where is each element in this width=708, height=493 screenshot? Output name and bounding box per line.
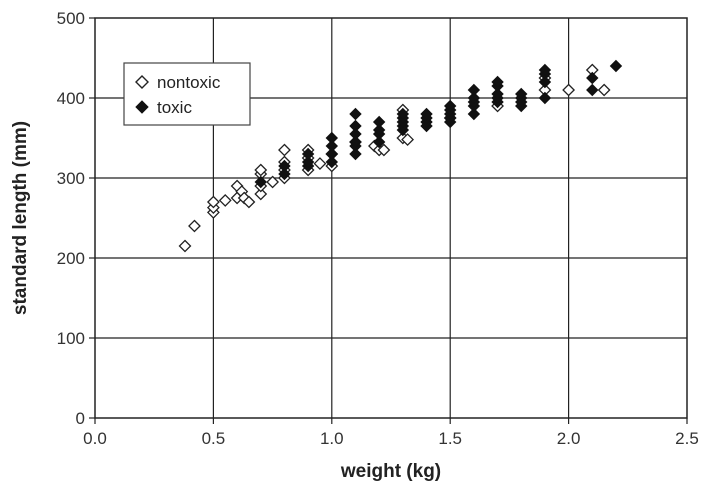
nontoxic-point <box>178 239 192 253</box>
toxic-point <box>372 135 386 149</box>
toxic-point <box>349 127 362 141</box>
toxic-point <box>325 155 339 169</box>
nontoxic-point <box>206 195 220 209</box>
toxic-point <box>349 135 362 149</box>
toxic-point <box>396 107 410 121</box>
legend-toxic-marker <box>135 100 149 114</box>
toxic-point <box>349 107 362 121</box>
toxic-point <box>586 83 599 97</box>
nontoxic-point <box>377 143 391 157</box>
legend-nontoxic-marker <box>135 75 149 89</box>
legend-box <box>123 62 251 126</box>
y-axis-title: standard length (mm) <box>10 121 31 315</box>
y-tick-label: 300 <box>57 169 85 188</box>
toxic-point <box>325 139 339 153</box>
toxic-point <box>349 147 362 161</box>
x-tick-label: 0.5 <box>202 429 226 448</box>
y-tick-label: 200 <box>57 249 85 268</box>
toxic-point <box>586 71 599 85</box>
data-points <box>178 59 623 253</box>
legend: nontoxic toxic <box>123 62 251 126</box>
toxic-point <box>278 167 291 181</box>
nontoxic-point <box>278 143 291 157</box>
plot-area-frame <box>94 17 688 419</box>
toxic-point <box>420 107 433 121</box>
toxic-point <box>301 147 315 161</box>
nontoxic-point <box>401 133 414 147</box>
series-toxic <box>254 59 623 189</box>
toxic-point <box>609 59 623 73</box>
x-axis-ticks: 0.0 0.5 1.0 1.5 2.0 2.5 <box>83 418 699 448</box>
legend-nontoxic-label: nontoxic <box>157 73 221 92</box>
toxic-point <box>491 87 504 101</box>
nontoxic-point <box>254 163 268 177</box>
toxic-point <box>301 155 315 169</box>
toxic-point <box>325 147 339 161</box>
y-tick-label: 0 <box>76 409 85 428</box>
toxic-point <box>349 119 362 133</box>
x-tick-label: 2.0 <box>557 429 581 448</box>
toxic-point <box>491 75 504 89</box>
y-tick-label: 500 <box>57 9 85 28</box>
toxic-point <box>538 75 552 89</box>
toxic-point <box>325 131 339 145</box>
toxic-point <box>467 107 481 121</box>
legend-toxic-label: toxic <box>157 98 192 117</box>
y-tick-label: 400 <box>57 89 85 108</box>
nontoxic-point <box>597 83 611 97</box>
x-tick-label: 1.5 <box>438 429 462 448</box>
toxic-point <box>372 123 386 137</box>
x-tick-label: 0.0 <box>83 429 107 448</box>
nontoxic-point <box>266 175 280 189</box>
toxic-point <box>467 83 481 97</box>
nontoxic-point <box>242 195 256 209</box>
nontoxic-point <box>562 83 576 97</box>
x-tick-label: 2.5 <box>675 429 699 448</box>
nontoxic-point <box>313 157 327 171</box>
toxic-point <box>372 115 386 129</box>
nontoxic-point <box>218 193 232 207</box>
toxic-point <box>278 159 291 173</box>
toxic-point <box>254 175 267 189</box>
x-tick-label: 1.0 <box>320 429 344 448</box>
toxic-point <box>443 99 457 113</box>
toxic-point <box>467 91 481 105</box>
toxic-point <box>538 63 552 77</box>
nontoxic-point <box>188 219 201 233</box>
y-tick-label: 100 <box>57 329 85 348</box>
nontoxic-point <box>254 187 268 201</box>
toxic-point <box>538 91 552 105</box>
y-axis-ticks: 0 100 200 300 400 500 <box>57 9 95 428</box>
toxic-point <box>515 87 528 101</box>
x-axis-title: weight (kg) <box>340 461 441 482</box>
